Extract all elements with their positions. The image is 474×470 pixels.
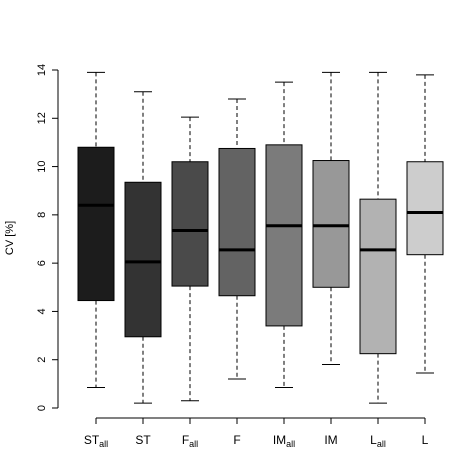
box-iqr	[312, 160, 350, 288]
box-group	[218, 98, 256, 380]
x-tick-label-sub: all	[377, 439, 386, 449]
box-iqr	[406, 161, 444, 256]
y-tick-label: 2	[36, 357, 48, 363]
y-tick-label: 4	[36, 308, 48, 314]
y-tick-label: 8	[36, 212, 48, 218]
x-tick-label: STall	[84, 433, 108, 449]
x-tick-label: L	[422, 433, 429, 447]
x-tick-label-sub: all	[286, 439, 295, 449]
box-group	[359, 71, 397, 404]
x-tick-label-sub: all	[99, 439, 108, 449]
y-tick-label: 10	[36, 160, 48, 172]
box-iqr	[265, 144, 303, 327]
x-axis: STall ST Fall F IMall IM Lall L	[84, 417, 429, 449]
box-iqr	[359, 198, 397, 355]
x-tick-label: IMall	[273, 433, 295, 449]
x-tick-label-main: IM	[273, 433, 286, 447]
box-group	[406, 74, 444, 374]
y-axis: 0 2 4 6 8 10 12 14	[36, 64, 59, 411]
x-tick-label-main: F	[182, 433, 189, 447]
x-tick-label-main: F	[233, 433, 240, 447]
box-group	[77, 71, 115, 388]
box-group	[171, 116, 209, 402]
y-axis-label: CV [%]	[4, 221, 16, 255]
x-tick-label: ST	[135, 433, 151, 447]
y-tick-label: 14	[36, 64, 48, 76]
x-tick-label-sub: all	[189, 439, 198, 449]
box-iqr	[171, 161, 209, 287]
x-tick-label-main: ST	[84, 433, 100, 447]
box-iqr	[124, 181, 162, 338]
box-group	[124, 91, 162, 404]
box-iqr	[77, 146, 115, 302]
box-group	[265, 81, 303, 388]
x-tick-label-main: ST	[135, 433, 151, 447]
x-tick-label-main: IM	[324, 433, 337, 447]
box-iqr	[218, 147, 256, 297]
x-tick-label-main: L	[370, 433, 377, 447]
x-tick-label: Lall	[370, 433, 386, 449]
x-tick-label: F	[233, 433, 240, 447]
y-tick-label: 0	[36, 405, 48, 411]
boxes	[77, 71, 444, 404]
x-tick-label: Fall	[182, 433, 198, 449]
y-tick-label: 6	[36, 260, 48, 266]
y-tick-label: 12	[36, 112, 48, 124]
x-tick-label: IM	[324, 433, 337, 447]
box-group	[312, 71, 350, 366]
x-tick-label-main: L	[422, 433, 429, 447]
